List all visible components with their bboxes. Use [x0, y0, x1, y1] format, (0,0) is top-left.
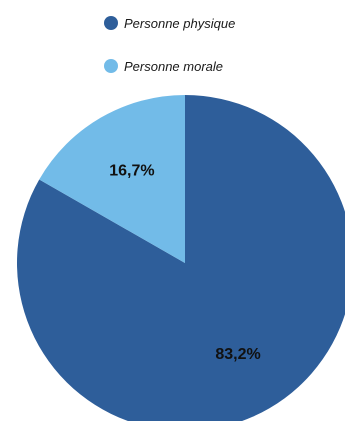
data-label-personne-morale: 16,7%	[109, 163, 154, 180]
legend-label-personne-morale: Personne morale	[124, 58, 223, 74]
legend-swatch-personne-physique	[104, 16, 118, 30]
legend-label-personne-physique: Personne physique	[124, 15, 236, 31]
legend-swatch-personne-morale	[104, 59, 118, 73]
pie-slice-personne-morale	[39, 95, 185, 263]
legend-item-personne-physique: Personne physique	[104, 13, 235, 33]
legend-item-personne-morale: Personne morale	[104, 56, 223, 76]
pie-slice-personne-physique	[17, 95, 345, 421]
data-label-personne-physique: 83,2%	[215, 346, 260, 363]
pie-data-labels: 83,2% 16,7%	[109, 163, 261, 363]
pie-slices	[17, 95, 345, 421]
chart-legend: Personne physique Personne morale	[0, 0, 345, 90]
